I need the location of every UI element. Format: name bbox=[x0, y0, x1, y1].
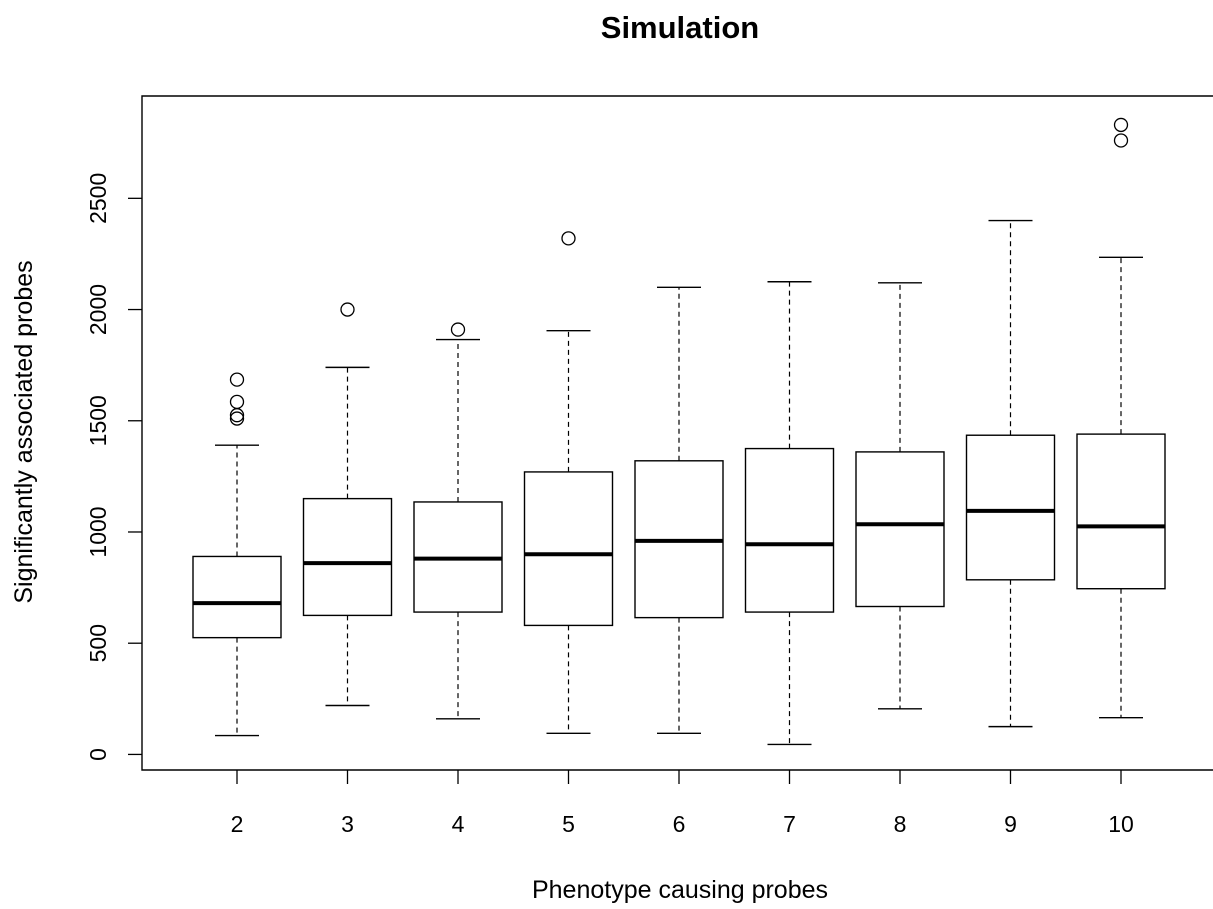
x-tick-label: 5 bbox=[562, 811, 575, 837]
outlier-point bbox=[450, 322, 466, 337]
plot-frame bbox=[141, 95, 1213, 771]
y-tick-label: 1500 bbox=[85, 395, 111, 446]
x-tick-label: 2 bbox=[231, 811, 244, 837]
iqr-box bbox=[744, 447, 835, 613]
y-axis: 0 500 1000 1500 2000 2500 bbox=[85, 173, 142, 761]
outlier-point bbox=[1113, 133, 1129, 148]
outlier-point bbox=[229, 372, 245, 387]
x-tick-label: 3 bbox=[341, 811, 354, 837]
x-tick-label: 4 bbox=[452, 811, 465, 837]
x-tick-label: 10 bbox=[1108, 811, 1134, 837]
box-7 bbox=[744, 281, 835, 746]
y-tick-label: 0 bbox=[85, 748, 111, 761]
y-tick-label: 500 bbox=[85, 624, 111, 662]
box-4 bbox=[413, 322, 503, 720]
y-axis-label: Significantly associated probes bbox=[10, 260, 38, 603]
iqr-box bbox=[855, 451, 945, 608]
x-tick-label: 9 bbox=[1004, 811, 1017, 837]
outlier-point bbox=[229, 411, 245, 426]
box-6 bbox=[634, 286, 724, 734]
iqr-box bbox=[1076, 433, 1166, 590]
iqr-box bbox=[192, 555, 282, 639]
x-tick-label: 7 bbox=[783, 811, 796, 837]
box-8 bbox=[855, 282, 945, 710]
iqr-box bbox=[965, 434, 1056, 581]
outlier-point bbox=[1113, 117, 1129, 133]
iqr-box bbox=[523, 471, 614, 627]
box-2 bbox=[192, 372, 282, 737]
iqr-box bbox=[302, 497, 393, 617]
boxes-group bbox=[192, 117, 1166, 746]
plot-border bbox=[141, 95, 1213, 771]
x-tick-label: 6 bbox=[673, 811, 686, 837]
x-axis: 2 3 4 5 6 7 8 9 10 bbox=[231, 770, 1134, 837]
box-10 bbox=[1076, 117, 1166, 719]
box-5 bbox=[523, 231, 614, 734]
box-9 bbox=[965, 219, 1056, 728]
box-3 bbox=[302, 302, 393, 707]
chart-title: Simulation bbox=[601, 10, 759, 45]
y-tick-label: 1000 bbox=[85, 506, 111, 557]
outlier-point bbox=[340, 302, 355, 317]
outlier-point bbox=[229, 408, 245, 423]
x-axis-label: Phenotype causing probes bbox=[532, 876, 828, 904]
outlier-point bbox=[561, 231, 576, 246]
y-tick-label: 2500 bbox=[85, 173, 111, 224]
outlier-point bbox=[229, 394, 245, 410]
y-tick-label: 2000 bbox=[85, 284, 111, 335]
x-tick-label: 8 bbox=[894, 811, 907, 837]
